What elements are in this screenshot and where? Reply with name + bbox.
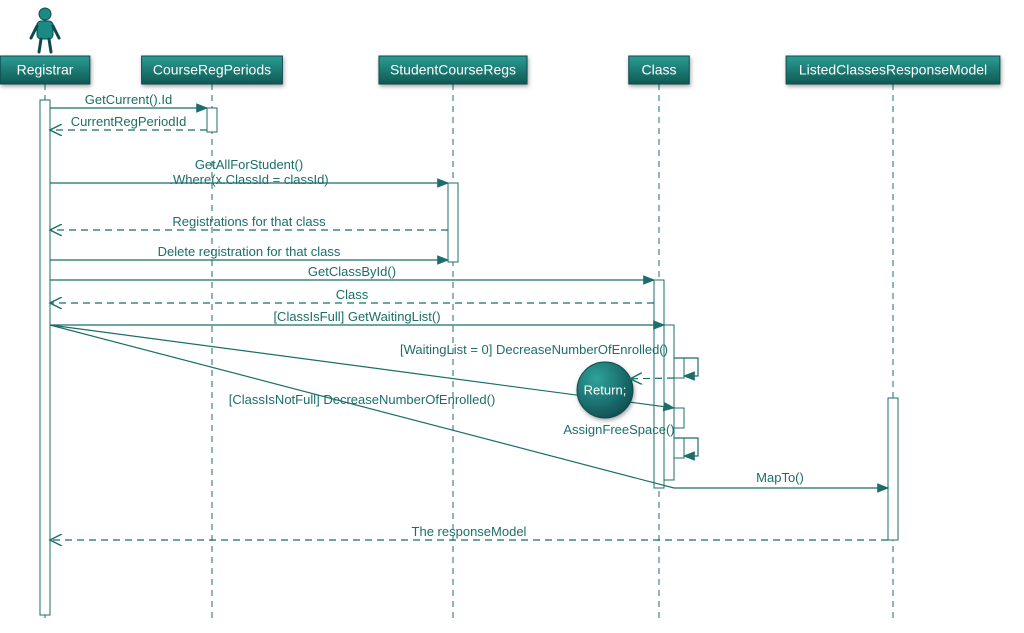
participant-studentCourseRegs: StudentCourseRegs: [379, 56, 527, 84]
message-label: [ClassIsFull] GetWaitingList(): [273, 309, 440, 324]
message-label: MapTo(): [756, 470, 804, 485]
activation-class: [674, 358, 684, 378]
participant-label: ListedClassesResponseModel: [799, 62, 987, 78]
return-arrow: [630, 378, 674, 379]
participant-listedClassesResponseModel: ListedClassesResponseModel: [786, 56, 1000, 84]
message-label: Registrations for that class: [172, 214, 326, 229]
message-label: CurrentRegPeriodId: [71, 114, 187, 129]
message-label: [ClassIsNotFull] DecreaseNumberOfEnrolle…: [229, 392, 496, 407]
return-label: Return;: [584, 382, 627, 397]
activation-listedClassesResponseModel: [888, 398, 898, 540]
actor-icon: [31, 8, 59, 52]
participant-registrar: Registrar: [0, 56, 90, 84]
message-label: GetAllForStudent(): [195, 157, 303, 172]
message-label: .Where(x.ClassId = classId): [169, 172, 328, 187]
message-label: AssignFreeSpace(): [563, 422, 674, 437]
activation-registrar: [40, 100, 50, 615]
participant-label: StudentCourseRegs: [390, 62, 516, 78]
message-label: GetClassById(): [308, 264, 396, 279]
participant-label: CourseRegPeriods: [153, 62, 271, 78]
participant-courseRegPeriods: CourseRegPeriods: [142, 56, 283, 84]
activation-class: [674, 408, 684, 428]
message-label: [WaitingList = 0] DecreaseNumberOfEnroll…: [400, 342, 668, 357]
message-label: The responseModel: [412, 524, 527, 539]
activation-class: [654, 280, 664, 488]
participant-label: Class: [641, 62, 676, 78]
return-node: Return;: [577, 362, 633, 418]
message-label: GetCurrent().Id: [85, 92, 172, 107]
message-label: Delete registration for that class: [158, 244, 341, 259]
message-label: Class: [336, 287, 369, 302]
sequence-diagram: Registrar CourseRegPeriods StudentCourseRe…: [0, 0, 1024, 633]
activation-studentCourseRegs: [448, 183, 458, 262]
participant-class: Class: [629, 56, 690, 84]
activation-class: [674, 438, 684, 458]
activation-courseRegPeriods: [207, 108, 217, 132]
participant-label: Registrar: [17, 62, 74, 78]
